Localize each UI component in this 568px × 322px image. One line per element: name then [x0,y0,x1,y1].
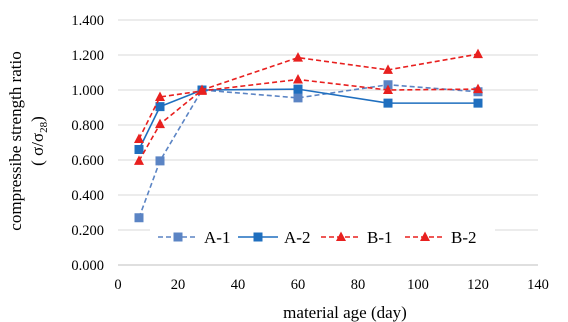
legend-label-a-1: A-1 [204,228,230,247]
y-tick-label: 1.000 [71,83,104,99]
x-tick-labels: 0 20 40 60 80 100 120 140 [114,277,549,293]
y-tick-label: 0.000 [71,258,104,274]
data-point-a-1 [155,156,165,166]
legend-label-b-2: B-2 [451,228,477,247]
legend-marker-a-2 [253,232,263,242]
y-tick-label: 1.400 [71,13,104,29]
data-point-b-1 [383,64,393,74]
data-point-b-1 [293,52,303,62]
svg-text:( σ/σ28): ( σ/σ28) [28,116,50,166]
data-point-a-2 [473,98,483,108]
data-point-a-2 [293,84,303,94]
data-point-a-1 [293,93,303,103]
x-tick-label: 120 [467,277,489,293]
x-tick-label: 80 [351,277,366,293]
series-line-a-2 [138,88,478,150]
y-tick-labels: 0.000 0.200 0.400 0.600 0.800 1.000 1.200 1.400 [71,13,104,274]
y-axis-subtitle-sub: 28 [38,121,50,133]
y-axis-subtitle-close: ) [28,116,47,122]
series-group [134,48,483,223]
series-line-b-1 [138,53,479,162]
data-point-a-2 [155,102,165,112]
legend-marker-a-1 [173,232,183,242]
data-point-b-2 [383,84,393,94]
y-axis-title-main: compressibe strength ratio [6,51,25,230]
data-point-b-2 [155,91,165,101]
series-line-a-1 [138,83,479,219]
y-tick-label: 0.400 [71,188,104,204]
series-b-2 [134,74,483,143]
x-tick-label: 60 [291,277,306,293]
x-tick-label: 140 [527,277,549,293]
data-point-b-2 [473,83,483,94]
y-tick-label: 0.800 [71,118,104,134]
data-point-b-2 [134,133,144,143]
y-tick-label: 1.200 [71,48,104,64]
x-axis-title: material age (day) [283,303,407,322]
x-tick-label: 40 [231,277,246,293]
y-tick-label: 0.200 [71,223,104,239]
x-tick-label: 20 [171,277,186,293]
data-point-a-2 [383,98,393,108]
data-point-a-2 [134,145,144,154]
y-axis-subtitle-open: ( σ/σ [28,133,47,166]
data-point-b-2 [197,85,207,95]
x-tick-label: 0 [114,277,121,293]
data-point-b-1 [155,118,165,129]
y-axis-subtitle: ( σ/σ28) [28,116,50,166]
legend-marker-b-1 [336,231,346,241]
y-axis-title: compressibe strength ratio [6,51,25,230]
y-tick-label: 0.600 [71,153,104,169]
legend-label-b-1: B-1 [367,228,393,247]
data-point-b-1 [473,48,483,59]
data-point-b-1 [134,155,144,165]
data-point-b-2 [293,74,303,84]
legend-label-a-2: A-2 [284,228,310,247]
series-line-b-2 [138,78,479,140]
x-tick-label: 100 [407,277,429,293]
legend: A-1 A-2 B-1 B-2 [158,228,477,247]
data-point-a-1 [134,213,144,223]
legend-marker-b-2 [420,231,430,241]
